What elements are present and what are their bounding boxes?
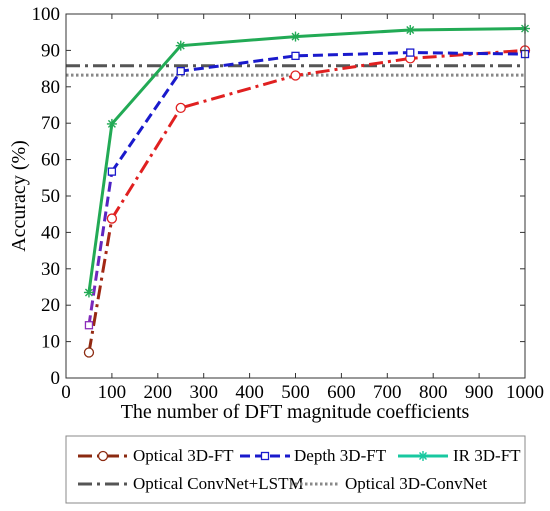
data-point [83, 287, 94, 298]
y-tick-label: 30 [41, 259, 60, 280]
y-tick-label: 0 [51, 368, 61, 389]
reference-lines [66, 64, 525, 77]
y-tick-label: 10 [41, 332, 60, 353]
x-tick-label: 400 [235, 382, 264, 403]
legend-item: IR 3D-FT [398, 446, 521, 465]
legend-label: Optical 3D-FT [133, 446, 234, 465]
legend-marker [418, 451, 428, 461]
data-point [107, 167, 117, 176]
data-point [290, 31, 301, 42]
x-tick-label: 500 [281, 382, 310, 403]
series-line-start-0 [87, 218, 114, 353]
data-point [290, 70, 301, 81]
legend-label: Optical ConvNet+LSTM [133, 474, 304, 493]
x-tick-label: 100 [98, 382, 127, 403]
data-point [176, 66, 185, 76]
data-point [83, 347, 95, 358]
x-tick-label: 200 [144, 382, 173, 403]
data-point [84, 321, 94, 330]
data-point [175, 40, 186, 51]
legend-label: IR 3D-FT [453, 446, 521, 465]
legend-label: Depth 3D-FT [294, 446, 387, 465]
x-tick-label: 1000 [506, 382, 544, 403]
x-tick-label: 600 [327, 382, 356, 403]
data-point [291, 51, 300, 61]
y-tick-label: 100 [32, 4, 61, 25]
y-tick-label: 60 [41, 150, 60, 171]
legend-item: Optical 3D-FT [78, 446, 234, 465]
y-tick-label: 90 [41, 40, 60, 61]
axes: 0 100 200 300 400 500 600 700 800 900 1000 0 10 20 30 4… [32, 4, 545, 403]
x-tick-label: 0 [61, 382, 71, 403]
series-line-start-1 [87, 171, 114, 326]
x-axis-label: The number of DFT magnitude coefficients [121, 401, 470, 423]
y-tick-label: 40 [41, 222, 60, 243]
legend: Optical 3D-FT Depth 3D-FT IR 3D-FT Optical … [65, 435, 526, 504]
x-tick-label: 700 [373, 382, 402, 403]
legend-item: Optical ConvNet+LSTM [78, 474, 304, 493]
data-point [106, 213, 118, 224]
y-tick-label: 50 [41, 186, 60, 207]
legend-marker [97, 450, 109, 462]
plot-frame [65, 13, 526, 379]
legend-box [65, 435, 526, 504]
legend-item: Depth 3D-FT [240, 446, 387, 465]
legend-items: Optical 3D-FT Depth 3D-FT IR 3D-FT Optical … [78, 446, 521, 493]
legend-label: Optical 3D-ConvNet [345, 474, 487, 493]
legend-marker [260, 451, 270, 461]
y-tick-label: 70 [41, 113, 60, 134]
x-tick-label: 800 [419, 382, 448, 403]
data-point [106, 118, 117, 129]
series-line-2 [87, 27, 526, 293]
series-markers [83, 23, 531, 358]
y-tick-label: 80 [41, 77, 60, 98]
legend-item: Optical 3D-ConvNet [290, 474, 487, 493]
x-tick-label: 900 [465, 382, 494, 403]
series-lines [87, 27, 526, 353]
y-tick-label: 20 [41, 295, 60, 316]
data-point [405, 25, 416, 36]
series-line-1 [110, 51, 526, 173]
x-tick-label: 300 [189, 382, 218, 403]
y-axis-label: Accuracy (%) [8, 140, 30, 252]
data-point [406, 48, 415, 57]
data-point [175, 102, 186, 114]
